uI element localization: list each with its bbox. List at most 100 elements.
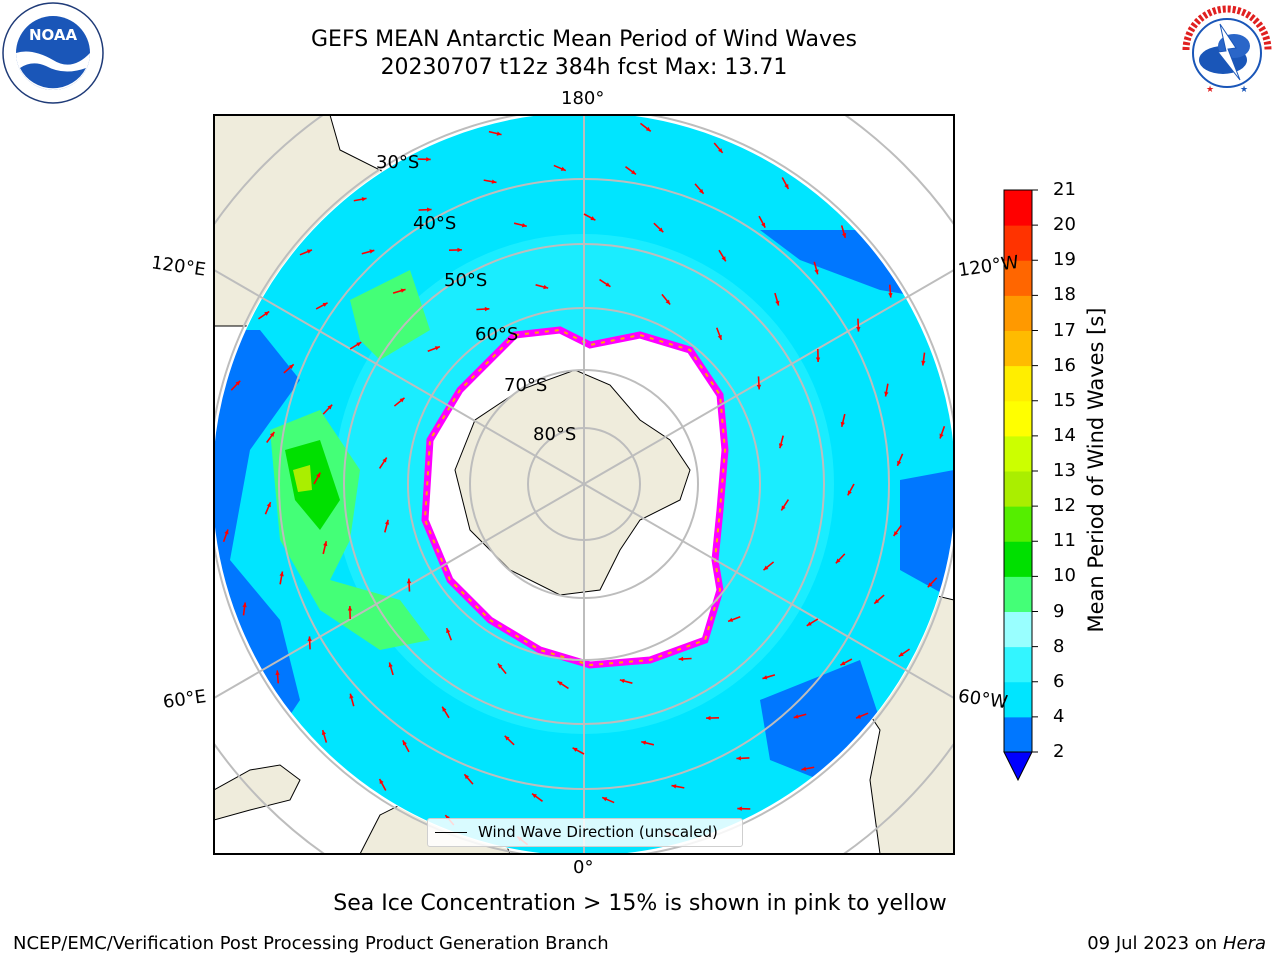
svg-text:★: ★ — [1206, 85, 1214, 95]
colorbar-tick-label: 4 — [1053, 705, 1065, 727]
chart-title: GEFS MEAN Antarctic Mean Period of Wind … — [311, 27, 857, 52]
wind-wave-arrowhead — [698, 188, 704, 194]
wind-wave-arrowhead — [763, 565, 769, 571]
wind-wave-arrowhead — [235, 380, 241, 386]
wind-wave-arrowhead — [602, 797, 608, 802]
wind-wave-arrowhead — [835, 558, 841, 564]
wind-wave-arrowhead — [442, 706, 447, 712]
lat-label-40s: 40°S — [413, 213, 457, 234]
wind-wave-arrowhead — [605, 282, 611, 287]
colorbar-segment — [1004, 646, 1032, 683]
footer-credit: NCEP/EMC/Verification Post Processing Pr… — [13, 933, 609, 954]
wind-wave-arrowhead — [874, 598, 880, 604]
footer-machine: Hera — [1222, 933, 1266, 954]
colorbar-tick-label: 16 — [1053, 354, 1076, 376]
wind-wave-arrowhead — [560, 166, 566, 171]
colorbar-segment — [1004, 681, 1032, 718]
wind-wave-arrowhead — [361, 197, 367, 202]
colorbar-tick-label: 11 — [1053, 530, 1076, 552]
wind-wave-arrowhead — [645, 126, 651, 132]
colorbar-segment — [1004, 295, 1032, 331]
lat-label-30s: 30°S — [376, 152, 420, 173]
wind-wave-arrowhead — [761, 222, 766, 228]
lat-label-80s: 80°S — [533, 424, 577, 445]
chart-subtitle: 20230707 t12z 384h fcst Max: 13.71 — [380, 55, 788, 80]
wind-wave-arrowhead — [619, 678, 625, 684]
wind-wave-arrowhead — [728, 617, 734, 622]
wind-wave-arrowhead — [264, 311, 270, 316]
wind-wave-arrowhead — [717, 334, 722, 340]
wind-wave-arrowhead — [327, 404, 333, 410]
africa-land — [214, 764, 301, 821]
wind-wave-arrowhead — [706, 715, 711, 721]
wind-wave-arrowhead — [841, 232, 847, 238]
long-period-core — [285, 440, 340, 530]
colorbar-tick-label: 12 — [1053, 495, 1076, 517]
wind-wave-arrowhead — [275, 670, 280, 676]
wind-wave-arrowhead — [762, 675, 768, 680]
wind-wave-arrowhead — [464, 774, 470, 780]
wind-wave-arrowhead — [631, 169, 636, 175]
wind-wave-arrowhead — [856, 714, 862, 719]
colorbar-segment — [1004, 365, 1032, 402]
wind-wave-arrowhead — [279, 571, 284, 577]
colorbar-tick-label: 10 — [1053, 565, 1076, 587]
wind-wave-arrowhead — [737, 806, 742, 811]
colorbar-tick-label: 17 — [1053, 319, 1076, 341]
wind-wave-arrowhead — [590, 216, 596, 221]
colorbar-tick-label: 18 — [1053, 284, 1076, 306]
colorbar-tick-label: 13 — [1053, 460, 1076, 481]
wind-wave-arrowhead — [893, 531, 899, 536]
colorbar-segment — [1004, 330, 1032, 367]
colorbar-tick-label: 8 — [1053, 635, 1065, 657]
wind-wave-arrowhead — [897, 460, 902, 466]
caption: Sea Ice Concentration > 15% is shown in … — [333, 891, 947, 916]
wind-wave-arrowhead — [736, 756, 742, 761]
colorbar-segment — [1004, 400, 1032, 437]
wind-wave-arrowhead — [266, 502, 271, 508]
colorbar-segment — [1004, 435, 1032, 472]
lon-label-0: 0° — [573, 857, 594, 878]
wind-wave-arrowhead — [856, 326, 861, 332]
long-period-zone-indian — [350, 270, 430, 360]
wind-wave-arrowhead — [572, 747, 578, 752]
footer-date: 09 Jul 2023 on Hera — [1087, 933, 1266, 954]
colorbar-extend-arrow — [1003, 751, 1033, 782]
map-area — [214, 115, 954, 854]
colorbar-segment — [1004, 260, 1032, 296]
noaa-logo: NOAA — [2, 2, 104, 104]
colorbar-segment — [1004, 716, 1032, 753]
wind-wave-arrowhead — [665, 299, 671, 305]
wind-wave-arrowhead — [801, 766, 807, 771]
map-frame — [213, 114, 955, 855]
wind-wave-arrowhead — [898, 652, 904, 657]
wind-wave-arrowhead — [388, 662, 393, 668]
wind-wave-arrowhead — [323, 541, 328, 547]
wind-wave-arrowhead — [446, 628, 451, 634]
wind-wave-arrowhead — [356, 342, 362, 347]
wind-wave-arrowhead — [491, 179, 497, 184]
colorbar-tick-label: 19 — [1053, 249, 1076, 271]
colorbar-segment — [1004, 576, 1032, 612]
wind-wave-arrowhead — [382, 457, 387, 463]
wind-wave-arrowhead — [888, 292, 893, 298]
colorbar-segment — [1004, 611, 1032, 648]
wind-wave-arrowhead — [379, 779, 384, 785]
lat-label-70s: 70°S — [504, 375, 548, 396]
colorbar-segment — [1004, 506, 1032, 542]
wind-wave-arrowhead — [775, 300, 780, 306]
wind-wave-arrowhead — [384, 519, 390, 525]
wind-wave-arrowhead — [678, 656, 684, 662]
wind-wave-arrowhead — [781, 505, 786, 511]
colorbar-tick-label: 14 — [1053, 424, 1076, 446]
wind-wave-arrowhead — [426, 157, 431, 162]
wind-wave-arrowhead — [322, 302, 328, 307]
wind-wave-arrowhead — [406, 578, 412, 584]
wind-wave-arrows — [222, 122, 946, 846]
wind-wave-arrowhead — [484, 306, 490, 312]
wind-wave-arrowhead — [426, 207, 432, 212]
colorbar-tick-label: 21 — [1053, 179, 1076, 200]
colorbar-tick-label: 2 — [1053, 741, 1065, 762]
wind-wave-arrowhead — [814, 269, 819, 275]
legend-label: Wind Wave Direction (unscaled) — [478, 823, 718, 841]
